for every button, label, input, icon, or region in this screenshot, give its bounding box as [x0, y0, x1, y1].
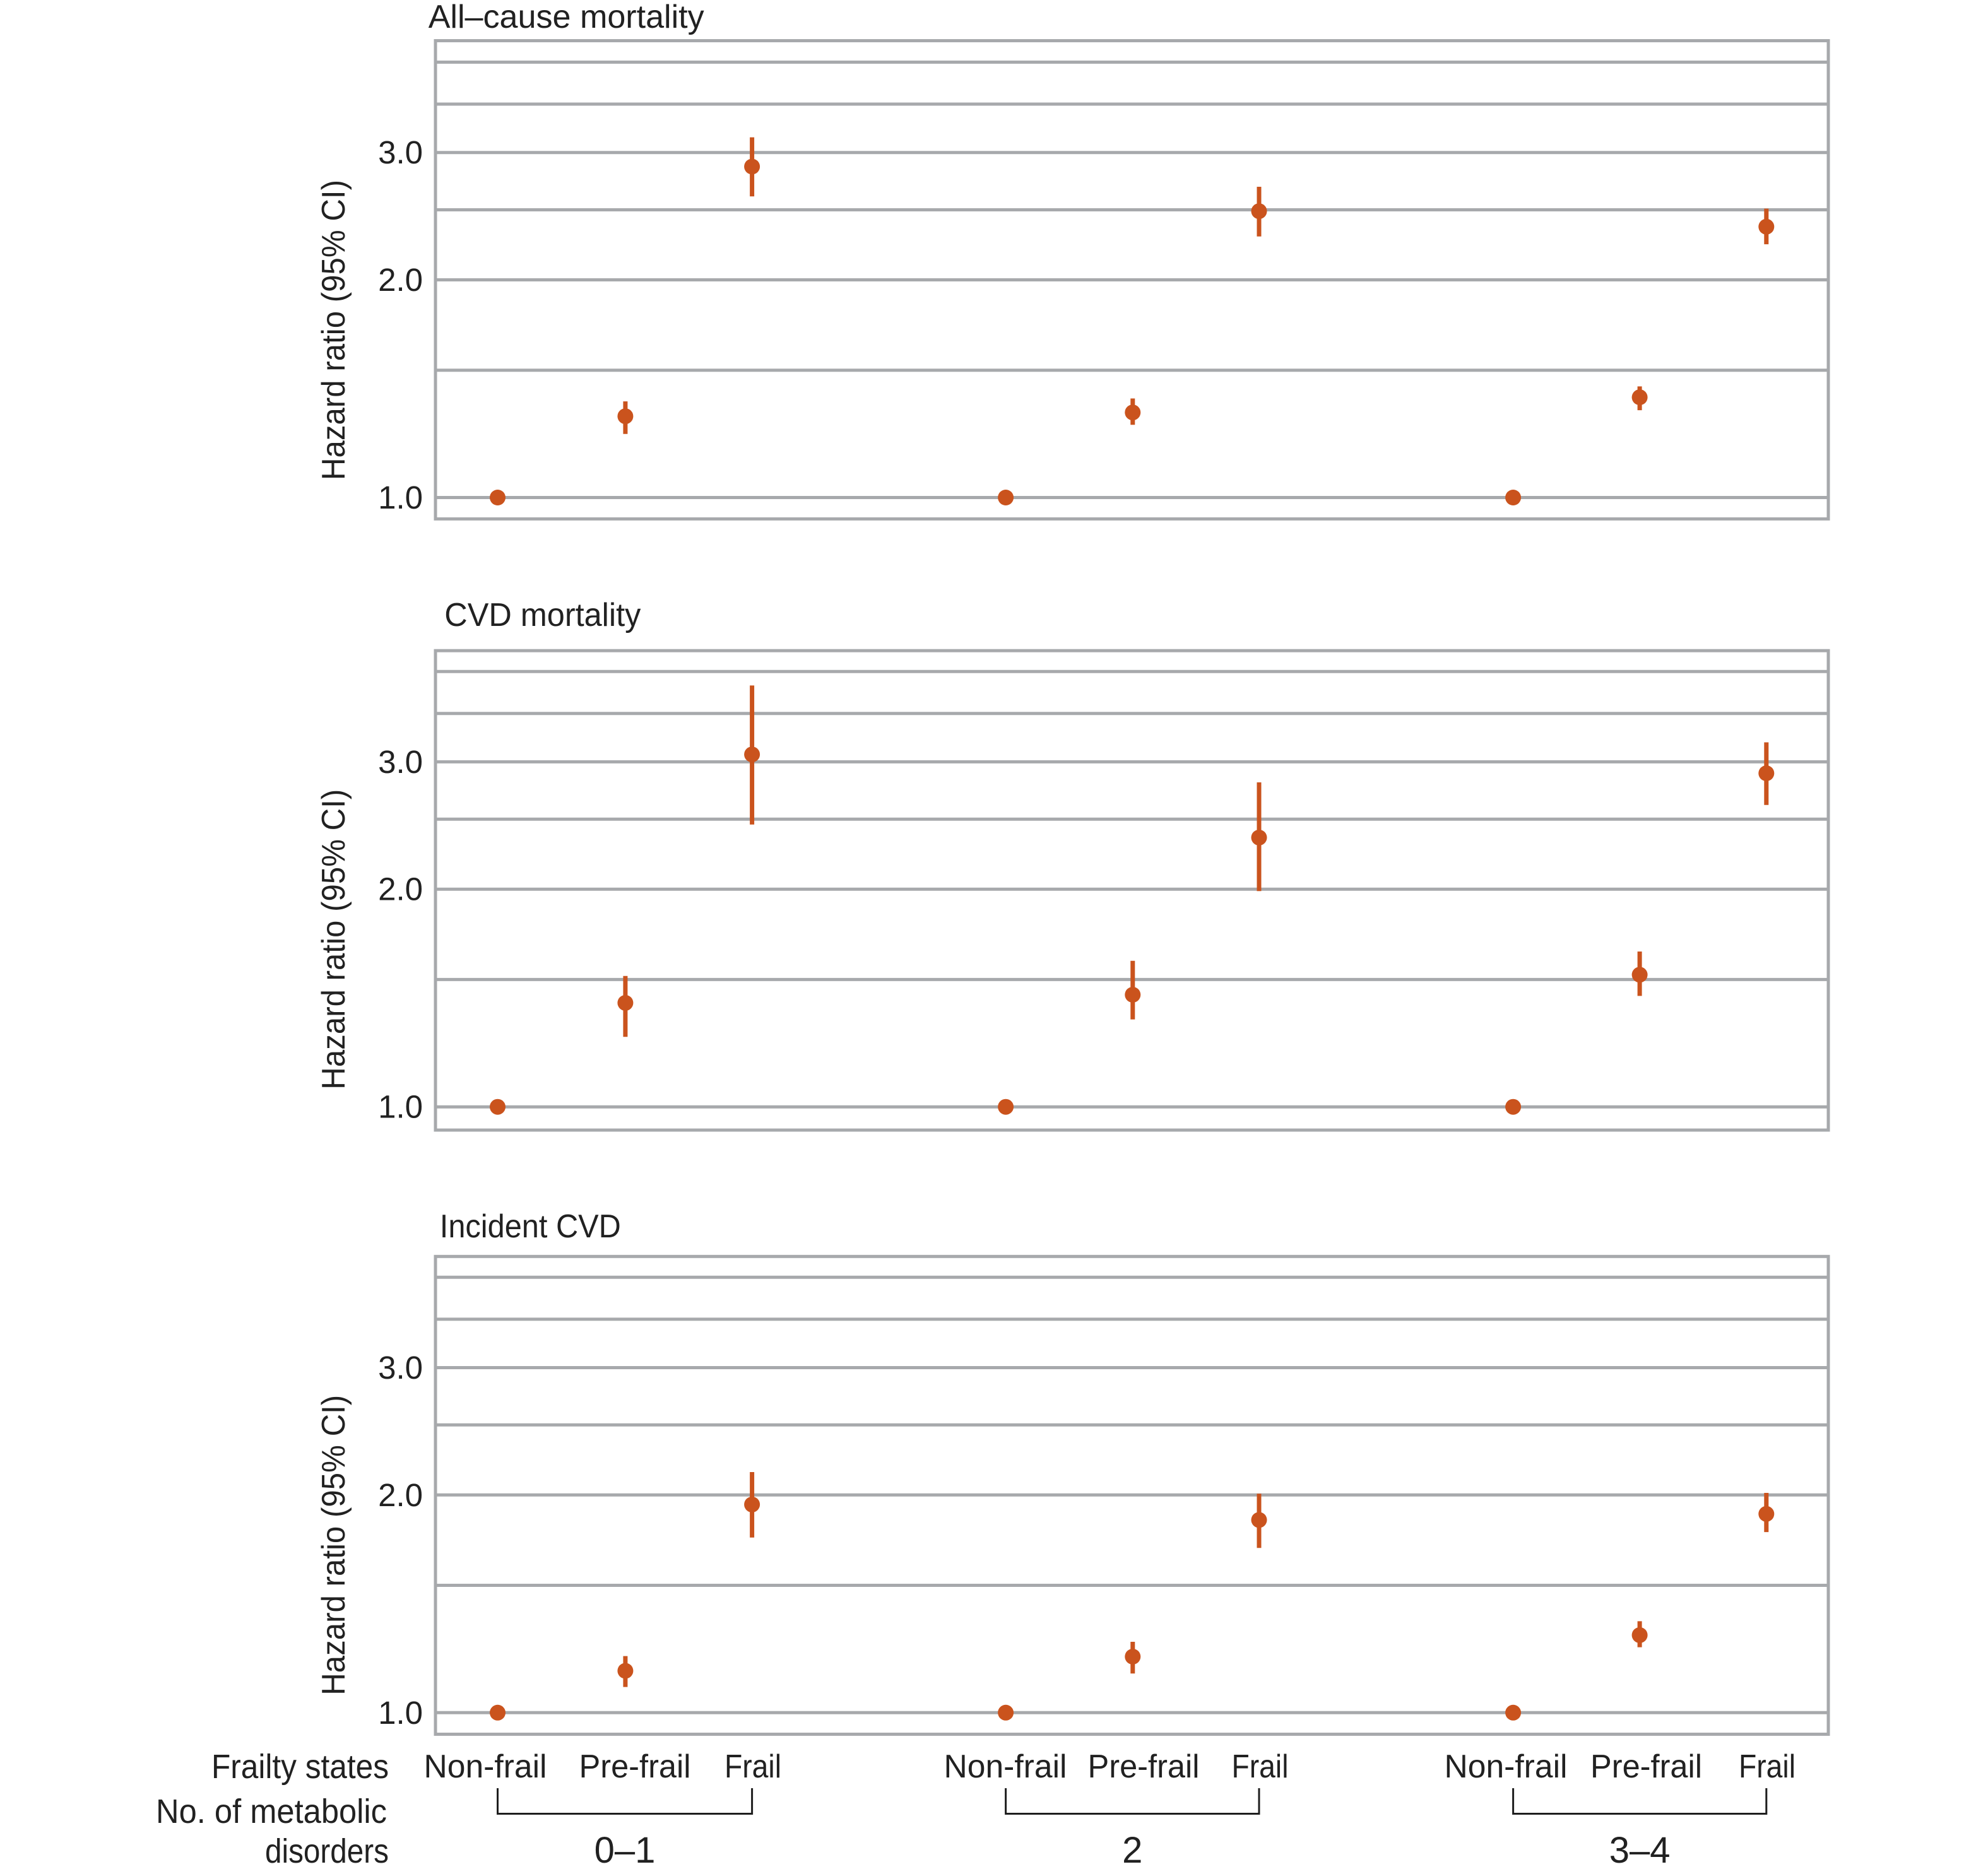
svg-text:2.0: 2.0	[378, 1477, 423, 1513]
svg-text:Hazard ratio (95% CI): Hazard ratio (95% CI)	[316, 180, 352, 480]
svg-text:0–1: 0–1	[595, 1830, 656, 1871]
svg-text:3–4: 3–4	[1609, 1830, 1671, 1871]
svg-text:All–cause mortality: All–cause mortality	[429, 0, 704, 35]
svg-text:Incident CVD: Incident CVD	[440, 1208, 621, 1245]
svg-text:CVD mortality: CVD mortality	[444, 597, 641, 634]
svg-text:2.0: 2.0	[378, 871, 423, 907]
svg-text:Pre-frail: Pre-frail	[1088, 1748, 1200, 1785]
svg-text:Frail: Frail	[1232, 1748, 1289, 1785]
svg-text:3.0: 3.0	[378, 1350, 423, 1386]
svg-text:Frailty states: Frailty states	[211, 1748, 389, 1786]
svg-text:Hazard ratio (95% CI): Hazard ratio (95% CI)	[316, 1395, 352, 1695]
svg-text:disorders: disorders	[265, 1832, 389, 1870]
svg-text:Non-frail: Non-frail	[1445, 1748, 1568, 1785]
svg-text:No. of metabolic: No. of metabolic	[156, 1793, 387, 1830]
svg-text:2: 2	[1122, 1830, 1142, 1871]
svg-text:Frail: Frail	[725, 1748, 781, 1785]
svg-text:1.0: 1.0	[378, 1695, 423, 1731]
svg-text:Hazard ratio (95% CI): Hazard ratio (95% CI)	[316, 789, 352, 1090]
svg-text:2.0: 2.0	[378, 262, 423, 298]
svg-text:Non-frail: Non-frail	[424, 1748, 547, 1785]
svg-text:Frail: Frail	[1739, 1748, 1796, 1785]
svg-text:Non-frail: Non-frail	[944, 1748, 1067, 1785]
svg-text:Pre-frail: Pre-frail	[579, 1748, 691, 1785]
svg-text:1.0: 1.0	[378, 1089, 423, 1125]
svg-text:3.0: 3.0	[378, 134, 423, 170]
svg-text:Pre-frail: Pre-frail	[1590, 1748, 1702, 1785]
svg-text:3.0: 3.0	[378, 744, 423, 780]
svg-text:1.0: 1.0	[378, 480, 423, 516]
